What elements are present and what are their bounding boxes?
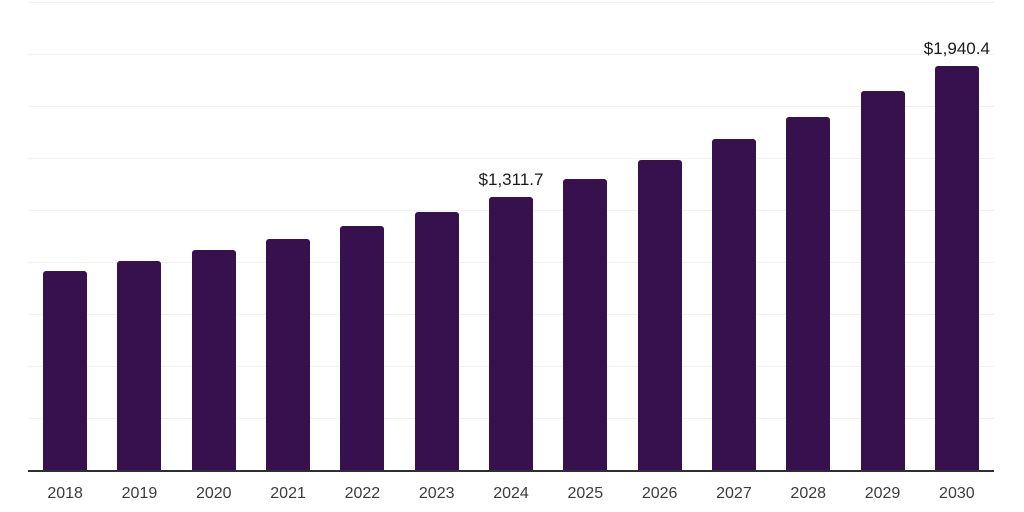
x-axis-label-2022: 2022 [344, 485, 381, 502]
bar-2027[interactable] [711, 138, 756, 470]
bar-2022[interactable] [340, 226, 385, 470]
x-axis-label-2027: 2027 [716, 485, 752, 502]
x-axis-label-2024: 2024 [493, 485, 529, 502]
data-label-2030: $1,940.4 [923, 39, 990, 59]
x-axis-label-2021: 2021 [270, 485, 306, 502]
gridline-1750 [28, 106, 994, 107]
bar-2025[interactable] [563, 179, 608, 470]
plot-area: $1,311.7 $1,940.4 [28, 2, 994, 472]
bar-2018[interactable] [43, 270, 88, 470]
x-axis: 2018 2019 2020 2021 2022 2023 2024 2025 2026 2027… [28, 482, 994, 506]
x-axis-label-2029: 2029 [864, 485, 901, 502]
x-axis-label-2023: 2023 [418, 485, 455, 502]
x-axis-label-2030: 2030 [939, 485, 975, 502]
x-axis-label-2019: 2019 [121, 485, 158, 502]
data-label-2024: $1,311.7 [478, 170, 544, 190]
bar-2029[interactable] [860, 91, 905, 470]
gridline-2250 [28, 2, 994, 3]
x-axis-label-2025: 2025 [567, 485, 604, 502]
bar-2019[interactable] [117, 260, 162, 470]
x-axis-label-2018: 2018 [47, 485, 83, 502]
bar-2026[interactable] [637, 160, 682, 470]
gridline-1500 [28, 158, 994, 159]
bar-2024[interactable] [489, 197, 533, 470]
bar-2021[interactable] [266, 238, 311, 470]
x-axis-label-2028: 2028 [790, 485, 827, 502]
gridline-2000 [28, 54, 994, 55]
bar-2020[interactable] [191, 249, 236, 470]
bar-2023[interactable] [414, 211, 459, 470]
x-axis-label-2026: 2026 [641, 485, 678, 502]
bar-2028[interactable] [786, 117, 831, 470]
x-axis-label-2020: 2020 [195, 485, 232, 502]
bar-2030[interactable] [934, 66, 979, 470]
